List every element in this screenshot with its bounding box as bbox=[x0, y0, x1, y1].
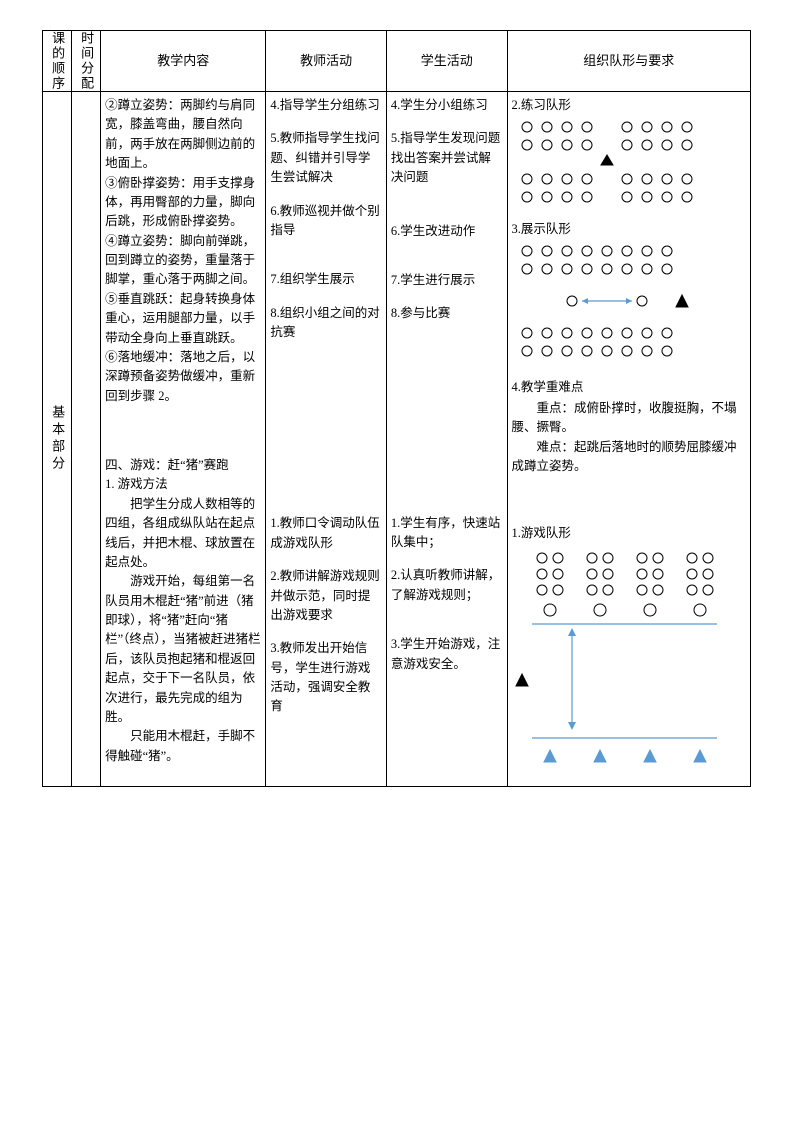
student-activity-cell: 4.学生分小组练习 5.指导学生发现问题找出答案并尝试解决问题 6.学生改进动作… bbox=[386, 92, 507, 787]
student-g1: 1.学生有序，快速站队集中； bbox=[391, 514, 503, 553]
student-4: 4.学生分小组练习 bbox=[391, 96, 503, 115]
content-step6: ⑥落地缓冲：落地之后，以深蹲预备姿势做缓冲，重新回到步骤 2。 bbox=[105, 348, 261, 406]
header-time: 时间分配 bbox=[72, 31, 101, 92]
header-student: 学生活动 bbox=[386, 31, 507, 92]
teacher-4: 4.指导学生分组练习 bbox=[270, 96, 382, 115]
student-6: 6.学生改进动作 bbox=[391, 222, 503, 241]
teacher-activity-cell: 4.指导学生分组练习 5.教师指导学生找问题、纠错并引导学生尝试解决 6.教师巡… bbox=[266, 92, 387, 787]
formation-4-diff: 难点：起跳后落地时的顺势屈膝缓冲成蹲立姿势。 bbox=[512, 438, 746, 477]
section-label: 基本部分 bbox=[43, 92, 72, 787]
student-8: 8.参与比赛 bbox=[391, 304, 503, 323]
header-content: 教学内容 bbox=[101, 31, 266, 92]
formation-3-diagram bbox=[512, 241, 722, 361]
header-sequence: 课的顺序 bbox=[43, 31, 72, 92]
formation-cell: 2.练习队形 bbox=[507, 92, 750, 787]
teacher-5: 5.教师指导学生找问题、纠错并引导学生尝试解决 bbox=[270, 129, 382, 187]
student-7: 7.学生进行展示 bbox=[391, 271, 503, 290]
content-step2: ②蹲立姿势：两脚约与肩同宽，膝盖弯曲，腰自然向前，两手放在两脚侧边前的地面上。 bbox=[105, 96, 261, 174]
header-formation: 组织队形与要求 bbox=[507, 31, 750, 92]
teacher-6: 6.教师巡视并做个别指导 bbox=[270, 202, 382, 241]
formation-2-label: 2.练习队形 bbox=[512, 96, 746, 115]
lesson-plan-table: 课的顺序 时间分配 教学内容 教师活动 学生活动 组织队形与要求 基本部分 ②蹲… bbox=[42, 30, 751, 787]
formation-game-diagram bbox=[512, 546, 722, 776]
game-title: 四、游戏：赶“猪”赛跑 bbox=[105, 456, 261, 475]
formation-4-focus: 重点：成俯卧撑时，收腹挺胸，不塌腰、撅臀。 bbox=[512, 399, 746, 438]
student-g3: 3.学生开始游戏，注意游戏安全。 bbox=[391, 635, 503, 674]
content-step5: ⑤垂直跳跃：起身转换身体重心，运用腿部力量，以手带动全身向上垂直跳跃。 bbox=[105, 290, 261, 348]
header-row: 课的顺序 时间分配 教学内容 教师活动 学生活动 组织队形与要求 bbox=[43, 31, 751, 92]
game-method-2: 游戏开始，每组第一名队员用木棍赶“猪”前进（猪即球），将“猪”赶向“猪栏”（终点… bbox=[105, 572, 261, 727]
formation-game-label: 1.游戏队形 bbox=[512, 524, 746, 543]
teaching-content-cell: ②蹲立姿势：两脚约与肩同宽，膝盖弯曲，腰自然向前，两手放在两脚侧边前的地面上。 … bbox=[101, 92, 266, 787]
page-container: 课的顺序 时间分配 教学内容 教师活动 学生活动 组织队形与要求 基本部分 ②蹲… bbox=[0, 0, 793, 1122]
teacher-7: 7.组织学生展示 bbox=[270, 270, 382, 289]
game-method-3: 只能用木棍赶，手脚不得触碰“猪”。 bbox=[105, 727, 261, 766]
teacher-8: 8.组织小组之间的对抗赛 bbox=[270, 304, 382, 343]
game-method-label: 1. 游戏方法 bbox=[105, 475, 261, 494]
formation-2-diagram bbox=[512, 117, 722, 207]
formation-3-label: 3.展示队形 bbox=[512, 220, 746, 239]
game-method-1: 把学生分成人数相等的四组，各组成纵队站在起点线后，并把木棍、球放置在起点处。 bbox=[105, 495, 261, 573]
content-step3: ③俯卧撑姿势：用手支撑身体，再用臀部的力量，脚向后跳，形成俯卧撑姿势。 bbox=[105, 174, 261, 232]
teacher-g3: 3.教师发出开始信号，学生进行游戏活动，强调安全教育 bbox=[270, 639, 382, 717]
content-step4: ④蹲立姿势：脚向前弹跳，回到蹲立的姿势，重量落于脚掌，重心落于两脚之间。 bbox=[105, 232, 261, 290]
student-g2: 2.认真听教师讲解，了解游戏规则； bbox=[391, 566, 503, 605]
teacher-g1: 1.教师口令调动队伍成游戏队形 bbox=[270, 514, 382, 553]
teacher-g2: 2.教师讲解游戏规则并做示范，同时提出游戏要求 bbox=[270, 567, 382, 625]
body-row: 基本部分 ②蹲立姿势：两脚约与肩同宽，膝盖弯曲，腰自然向前，两手放在两脚侧边前的… bbox=[43, 92, 751, 787]
time-cell bbox=[72, 92, 101, 787]
student-5: 5.指导学生发现问题找出答案并尝试解决问题 bbox=[391, 129, 503, 187]
formation-4-label: 4.教学重难点 bbox=[512, 378, 746, 397]
header-teacher: 教师活动 bbox=[266, 31, 387, 92]
